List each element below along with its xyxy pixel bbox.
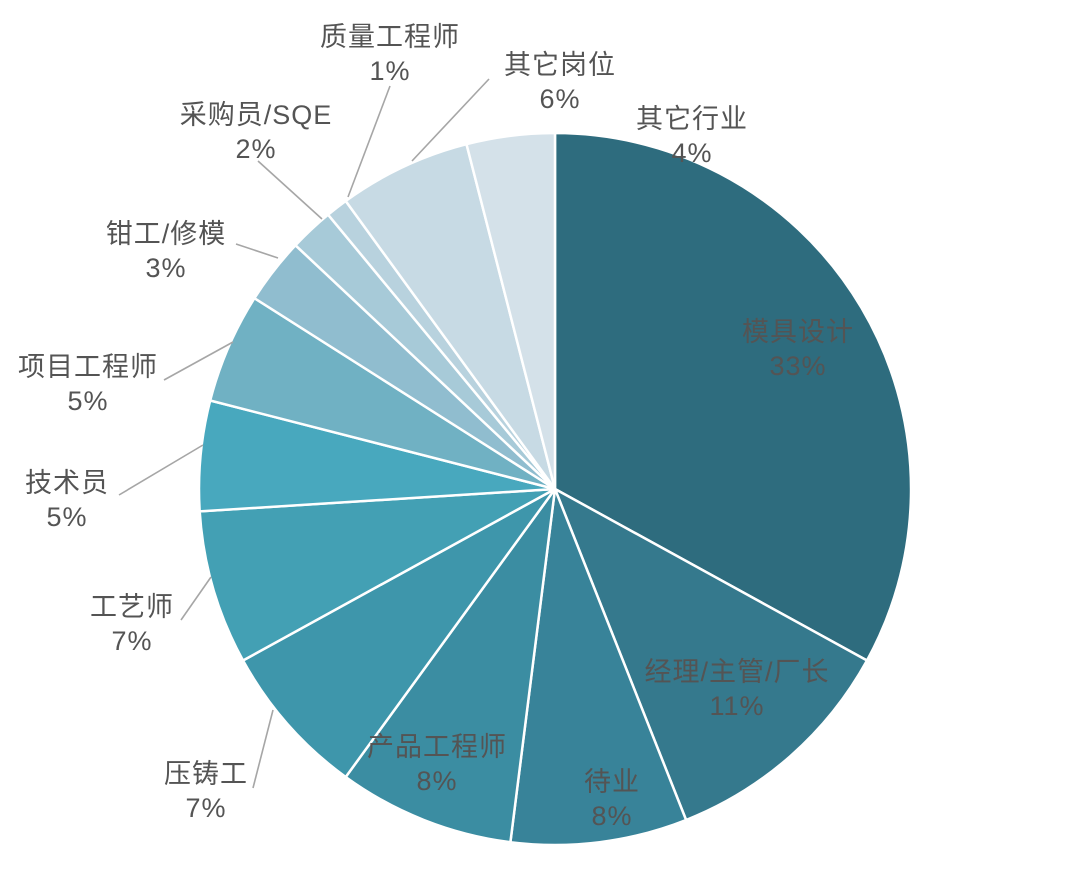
leader-line-7 (163, 341, 234, 381)
slice-value: 1% (369, 56, 411, 86)
pie-label-mold-design: 模具设计 33% (742, 315, 854, 383)
pie-label-manager-supervisor-director: 经理/主管/厂长 11% (644, 655, 829, 723)
slice-name: 产品工程师 (367, 732, 507, 762)
pie-label-die-casting-worker: 压铸工 7% (164, 757, 248, 825)
leader-line-11 (411, 78, 490, 162)
leader-line-6 (118, 444, 204, 496)
pie-slice-1 (553, 487, 869, 822)
slice-value: 3% (145, 253, 187, 283)
pie-slice-5 (198, 487, 557, 662)
slice-value: 5% (46, 502, 88, 532)
slice-name: 其它岗位 (504, 50, 616, 80)
pie-slice-3 (344, 487, 557, 844)
slice-name: 工艺师 (90, 592, 174, 622)
pie-slice-11 (344, 142, 557, 491)
slice-value: 11% (709, 691, 765, 721)
pie-slice-12 (465, 131, 557, 491)
slice-value: 7% (185, 793, 227, 823)
pie-label-fitter-mold-repair: 钳工/修模 3% (106, 217, 227, 285)
slice-name: 钳工/修模 (105, 219, 227, 249)
slice-name: 采购员/SQE (179, 100, 333, 130)
pie-slice-4 (241, 487, 557, 779)
pie-label-project-engineer: 项目工程师 5% (18, 350, 158, 418)
slice-value: 5% (67, 386, 109, 416)
slice-name: 其它行业 (636, 104, 748, 134)
pie-label-other-industry: 其它行业 4% (636, 102, 748, 170)
pie-label-other-positions: 其它岗位 6% (504, 48, 616, 116)
slice-value: 6% (539, 84, 581, 114)
pie-label-buyer-sqe: 采购员/SQE 2% (180, 98, 333, 166)
leader-line-5 (180, 576, 212, 621)
leader-line-9 (257, 160, 323, 220)
slice-value: 8% (416, 766, 458, 796)
pie-slice-0 (553, 131, 913, 662)
slice-name: 待业 (584, 767, 640, 797)
leader-line-8 (235, 243, 279, 259)
slice-value: 4% (671, 138, 713, 168)
slice-value: 2% (235, 134, 277, 164)
slice-value: 33% (769, 351, 827, 381)
pie-label-unemployed: 待业 8% (584, 765, 640, 833)
leader-line-10 (347, 85, 391, 198)
slice-name: 项目工程师 (18, 352, 158, 382)
slice-name: 模具设计 (742, 317, 854, 347)
leader-line-4 (252, 709, 274, 789)
slice-name: 经理/主管/厂长 (644, 657, 830, 687)
slice-value: 8% (591, 801, 633, 831)
slice-value: 7% (111, 626, 153, 656)
slice-name: 质量工程师 (320, 22, 460, 52)
slice-name: 压铸工 (164, 759, 248, 789)
pie-label-technician: 技术员 5% (25, 466, 109, 534)
pie-label-product-engineer: 产品工程师 8% (367, 730, 507, 798)
pie-slice-2 (509, 487, 688, 847)
pie-label-quality-engineer: 质量工程师 1% (320, 20, 460, 88)
slice-name: 技术员 (25, 468, 109, 498)
pie-label-process-engineer: 工艺师 7% (90, 590, 174, 658)
